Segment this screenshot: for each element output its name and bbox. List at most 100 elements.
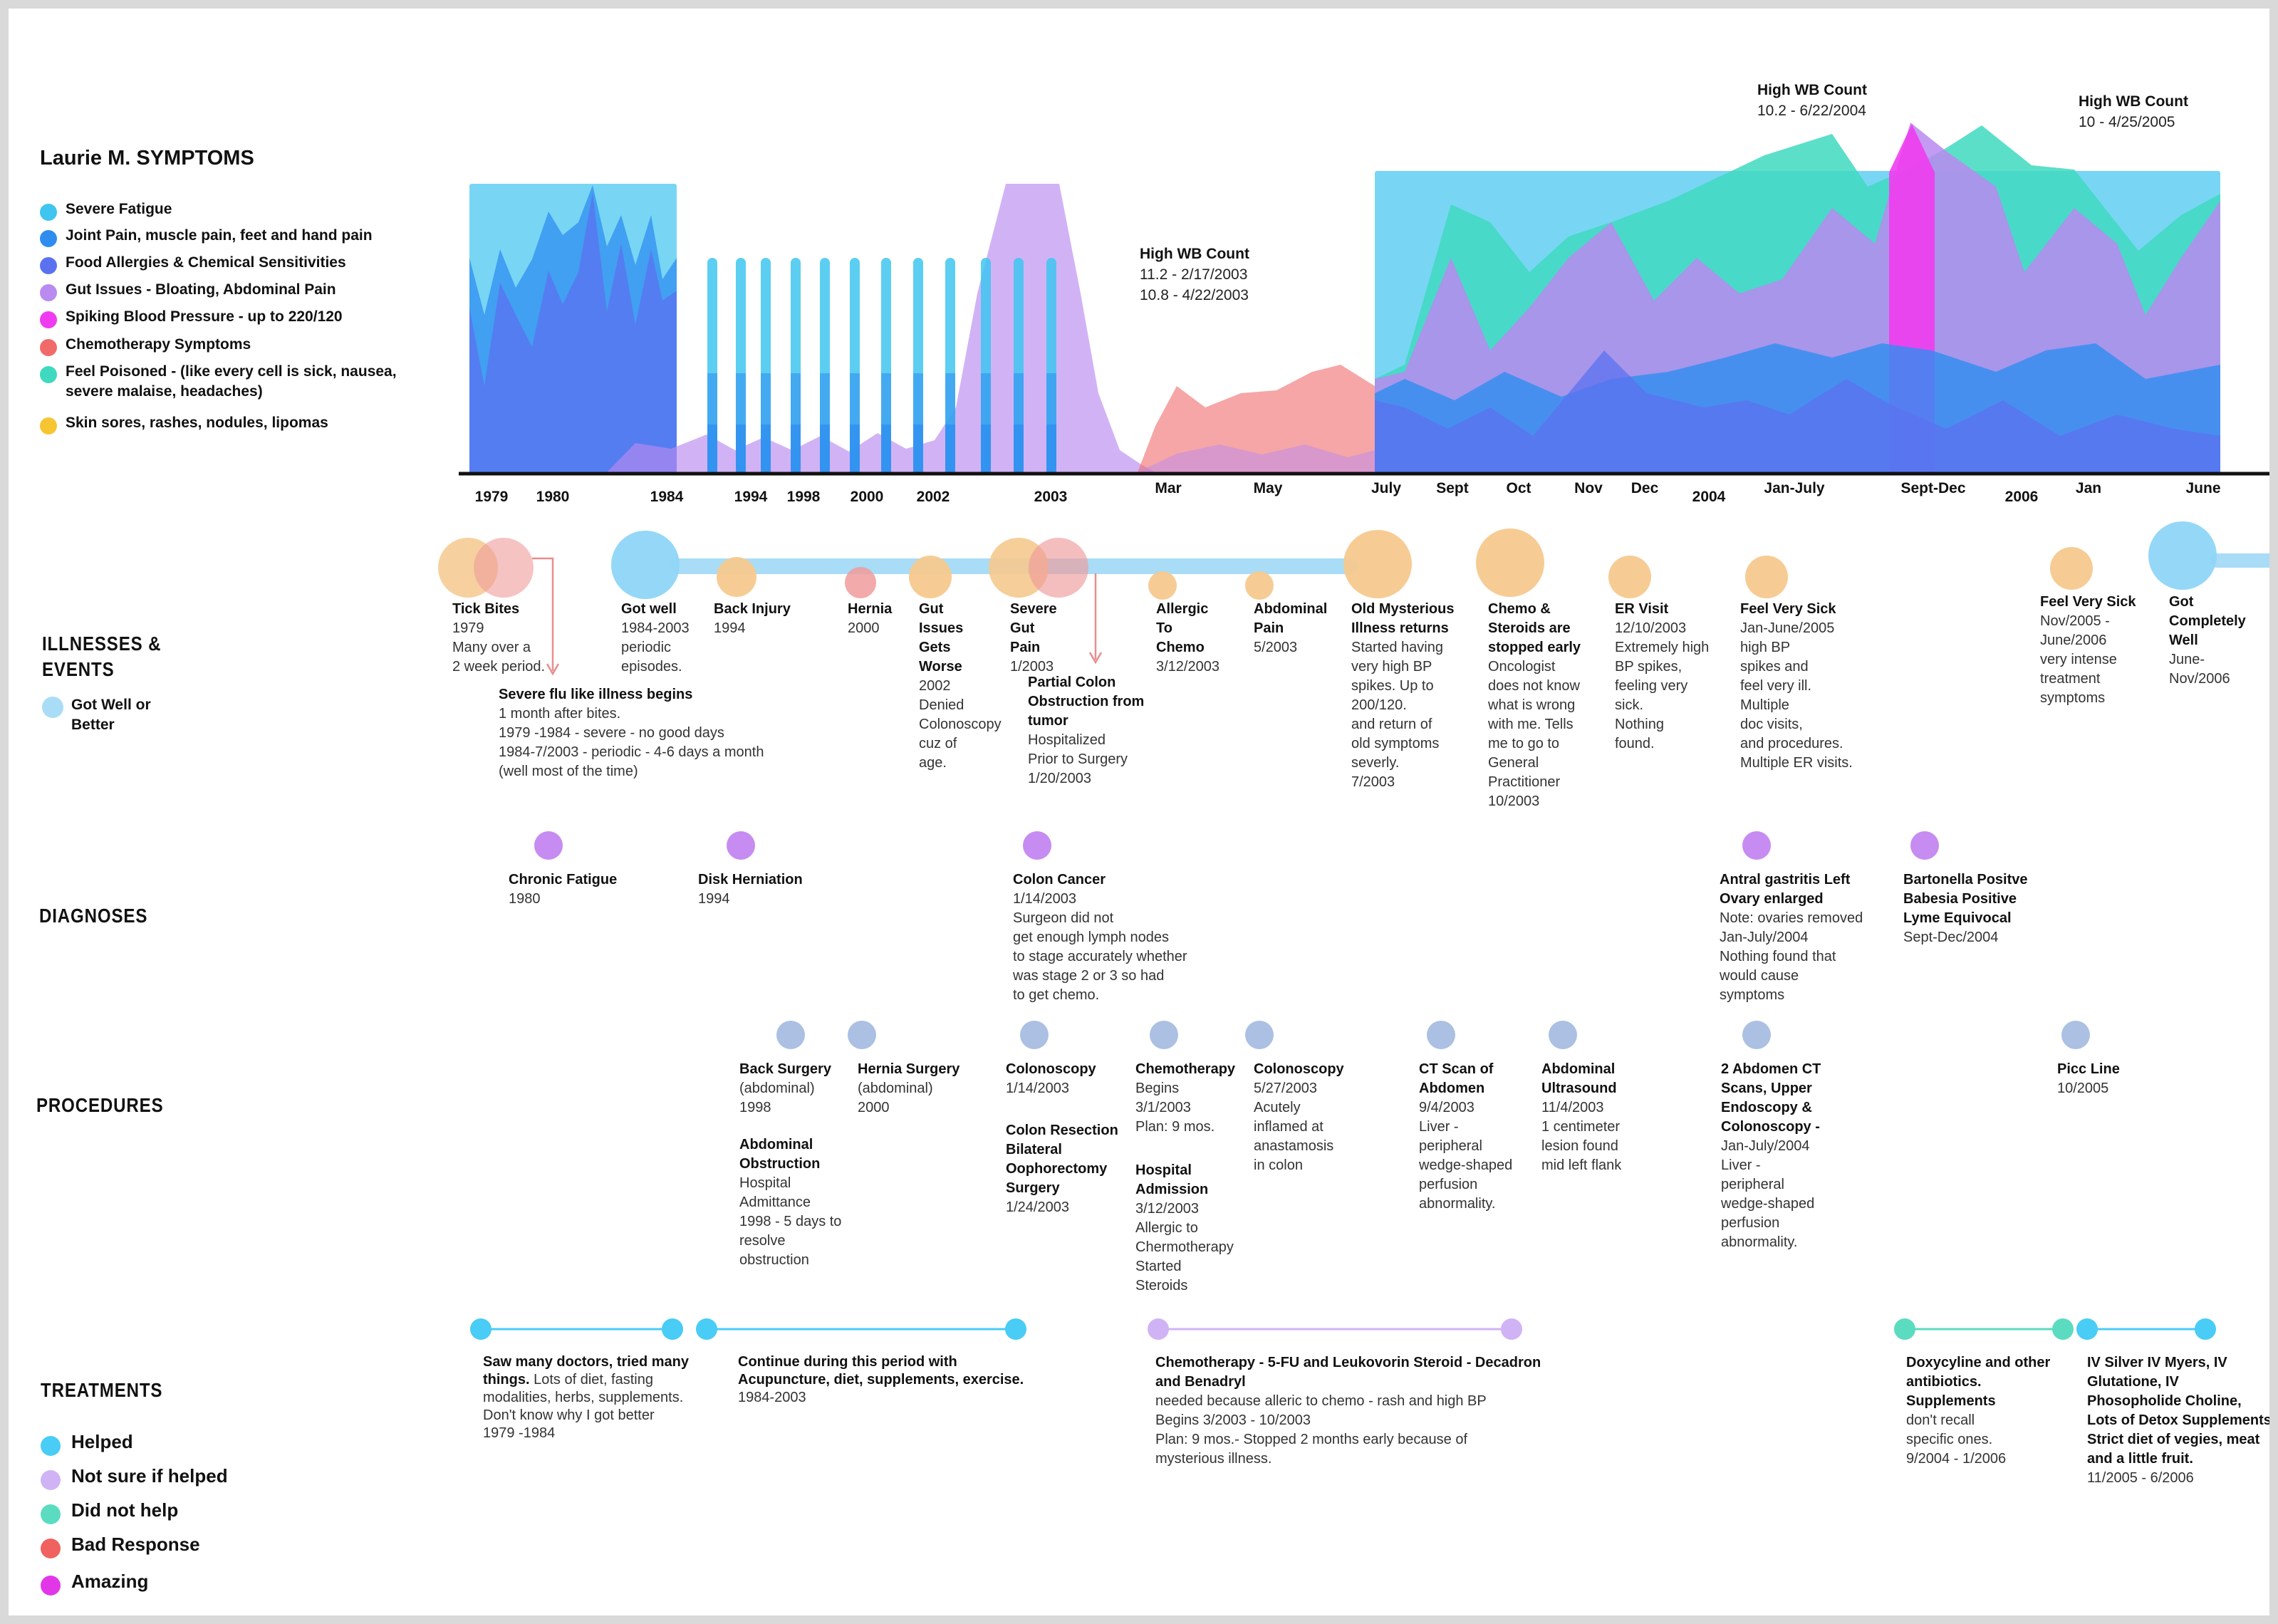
periodic-food-bar <box>707 425 717 472</box>
events-line: BP spikes, <box>1615 659 1683 675</box>
procedure-dot <box>1742 1021 1771 1049</box>
diagnoses-line: Surgeon did not <box>1013 910 1114 926</box>
events-line: me to go to <box>1488 736 1560 751</box>
procedure-dot <box>776 1021 805 1049</box>
treatment-chemo-start-dot <box>1148 1318 1169 1340</box>
procedures-title: Picc Line <box>2057 1061 2120 1077</box>
events-title: Chemo & Steroids are stopped early <box>1488 601 1581 655</box>
periodic-food-bar <box>1046 425 1056 472</box>
events-line: Oncologist <box>1488 659 1556 675</box>
x-tick-label: Sept <box>1436 480 1469 496</box>
events-line: Nothing <box>1615 717 1664 732</box>
events-block: ER Visit 12/10/2003 Extremely high BP spike… <box>1615 600 1709 754</box>
procedures-line: (abdominal) <box>739 1081 815 1096</box>
diagnoses-title: Colon Cancer <box>1013 872 1106 888</box>
x-tick-label: 1998 <box>786 489 821 505</box>
procedure-dot <box>1549 1021 1577 1049</box>
procedures-line: (abdominal) <box>858 1081 933 1096</box>
flu-connector <box>532 557 554 671</box>
chart-title: Laurie M. SYMPTOMS <box>40 147 254 170</box>
symptom-legend-swatch <box>40 339 57 356</box>
procedures-line: Jan-July/2004 <box>1721 1138 1810 1154</box>
events-block: Hernia 2000 <box>848 600 892 638</box>
diagnoses-title: Chronic Fatigue <box>509 872 618 888</box>
treatment-legend-swatch <box>41 1436 61 1456</box>
chart-areas <box>469 123 2220 472</box>
procedures-line: perfusion <box>1419 1177 1478 1192</box>
diagnoses-block: Bartonella Positve Babesia Positive Lyme… <box>1903 870 2046 947</box>
procedures-line: perfusion <box>1721 1215 1780 1231</box>
chemo-symptoms-area <box>1138 365 1375 472</box>
procedures-line: peripheral <box>1721 1177 1784 1192</box>
events-line: Practitioner <box>1488 774 1561 790</box>
events-block: Got well 1984-2003 periodic episodes. <box>621 600 690 677</box>
events-line: 1994 <box>714 620 746 636</box>
events-line: 1/2003 <box>1010 659 1054 675</box>
events-line: Extremely high <box>1615 640 1710 655</box>
allergic-chemo-circle <box>1148 571 1177 600</box>
symptom-legend-label: Skin sores, rashes, nodules, lipomas <box>66 415 328 431</box>
events-line: sick. <box>1615 697 1643 713</box>
procedures-line: Acutely <box>1254 1100 1301 1115</box>
events-block: Severe flu like illness begins 1 month af… <box>499 685 798 781</box>
events-line: periodic <box>621 640 672 655</box>
annotation-title: High WB Count <box>1757 82 1867 98</box>
events-line: June/2006 <box>2040 633 2107 648</box>
procedures-line: 3/12/2003 <box>1135 1201 1199 1217</box>
events-block: Old Mysterious Illness returns Started ha… <box>1351 600 1465 792</box>
x-tick-label: Jan <box>2075 480 2102 496</box>
treatments-line: needed because alleric to chemo - rash a… <box>1155 1393 1487 1409</box>
diagnoses-block: Disk Herniation 1994 <box>698 870 803 909</box>
events-line: spikes. Up to <box>1351 678 1434 694</box>
procedure-dot <box>1427 1021 1455 1049</box>
section-illnesses-events: ILLNESSES & EVENTS <box>42 633 162 680</box>
events-line: treatment <box>2040 671 2101 687</box>
treatments-line: mysterious illness. <box>1155 1451 1272 1467</box>
procedures-title: Abdominal Ultrasound <box>1541 1061 1617 1096</box>
flu-arrowhead <box>546 663 560 676</box>
procedures-title: Colonoscopy <box>1006 1061 1096 1077</box>
treatment-1984-2003-end-dot <box>1005 1318 1026 1340</box>
treatment-legend-swatch <box>41 1470 61 1490</box>
events-line: Colonoscopy <box>919 717 1002 732</box>
got-well-legend-label: Got Well or Better <box>71 697 151 733</box>
procedures-block: Back Surgery (abdominal) 1998 <box>739 1060 831 1118</box>
events-line: 10/2003 <box>1488 793 1540 809</box>
illness-returns-circle <box>1343 530 1412 598</box>
obstruction-circle <box>1029 538 1088 598</box>
diagnoses-line: was stage 2 or 3 so had <box>1013 968 1165 984</box>
symptom-legend-label: Severe Fatigue <box>66 201 172 217</box>
events-line: Jan-June/2005 <box>1740 620 1835 636</box>
x-tick-label: Dec <box>1631 480 1659 496</box>
events-line: does not know <box>1488 678 1580 694</box>
feel-very-sick-2-circle <box>2050 547 2093 590</box>
symptom-legend-swatch <box>40 417 57 434</box>
x-tick-label: 2004 <box>1692 489 1726 505</box>
procedures-line: lesion found <box>1541 1138 1618 1154</box>
events-line: 2 week period. <box>452 659 546 675</box>
procedures-line: anastamosis <box>1254 1138 1334 1154</box>
symptom-legend-label: Gut Issues - Bloating, Abdominal Pain <box>66 281 336 298</box>
events-line: 1979 -1984 - severe - no good days <box>499 725 724 741</box>
events-block: Allergic To Chemo 3/12/2003 <box>1156 600 1219 677</box>
events-block: Abdominal Pain 5/2003 <box>1254 600 1327 657</box>
events-line: Many over a <box>452 640 531 655</box>
events-line: General <box>1488 755 1539 771</box>
x-tick-label: Sept-Dec <box>1900 480 1966 496</box>
treatment-iv-silver-start-dot <box>2076 1318 2098 1340</box>
annotation-title: High WB Count <box>2079 93 2188 110</box>
treatment-legend-label: Not sure if helped <box>71 1465 228 1487</box>
treatment-antibiotics-end-dot <box>2052 1318 2074 1340</box>
procedures-line: Begins <box>1135 1081 1180 1096</box>
procedures-line: 1/24/2003 <box>1006 1199 1069 1215</box>
procedures-block: Colon Resection Bilateral Oophorectomy S… <box>1006 1121 1127 1217</box>
procedures-line: wedge-shaped <box>1721 1196 1815 1212</box>
diagnoses-title: Antral gastritis Left Ovary enlarged <box>1720 872 1851 907</box>
diagnoses-line: symptoms <box>1720 987 1785 1003</box>
procedures-line: resolve obstruction <box>739 1233 809 1268</box>
treatments-title: IV Silver IV Myers, IV Glutatione, IV Ph… <box>2087 1355 2269 1467</box>
events-title: Hernia <box>848 601 893 617</box>
events-line: what is wrong <box>1488 697 1576 713</box>
events-line: very high BP <box>1351 659 1432 675</box>
wbc-annotation: High WB Count 11.2 - 2/17/2003 10.8 - 4/22… <box>1140 244 1249 306</box>
